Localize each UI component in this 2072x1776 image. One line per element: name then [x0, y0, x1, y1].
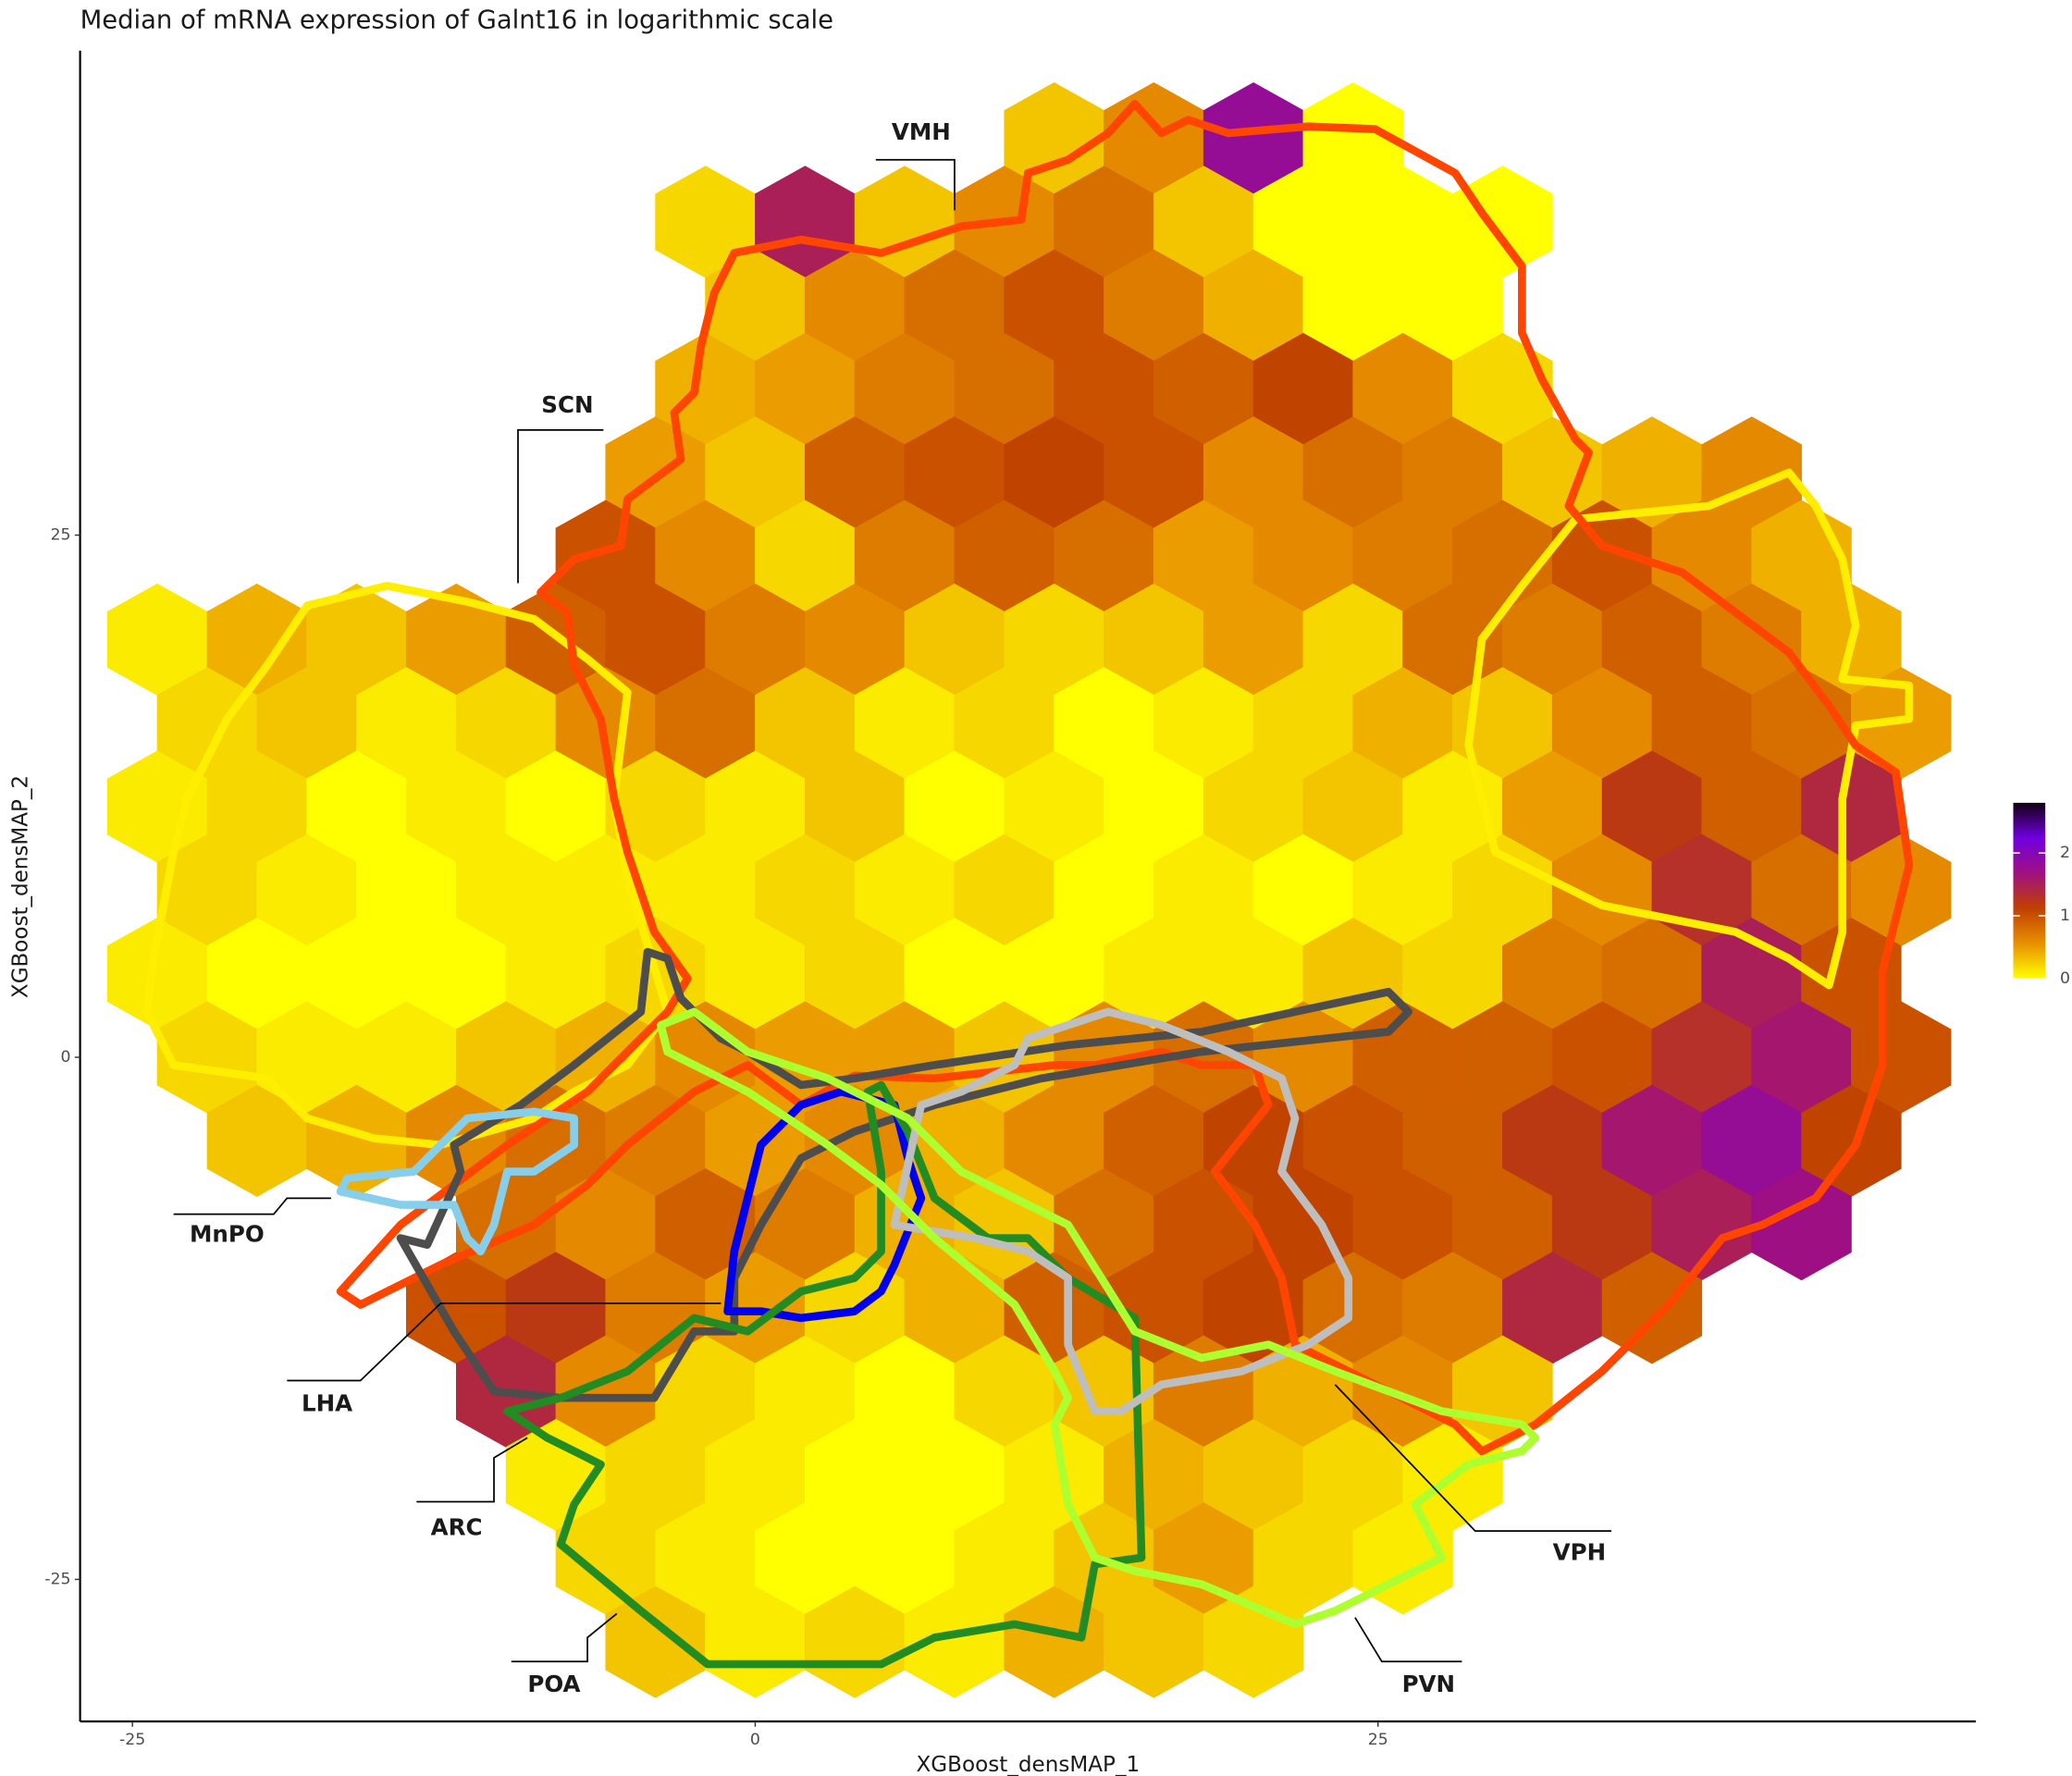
leader-line — [287, 1302, 722, 1382]
leader-line — [416, 1437, 528, 1503]
region-label: LHA — [302, 1389, 352, 1416]
colorbar-tick-label: 1 — [2060, 906, 2070, 925]
hexbin-cell — [1751, 1167, 1852, 1281]
outline-vmh — [336, 99, 1914, 1456]
leader-line — [173, 1197, 331, 1215]
outline-vph — [890, 1007, 1353, 1415]
leader-line — [517, 429, 604, 584]
leader-line — [511, 1612, 618, 1663]
colorbar-tick-label: 0 — [2060, 969, 2070, 988]
y-axis-title: XGBoost_densMAP_2 — [9, 775, 33, 998]
region-label: VPH — [1553, 1539, 1607, 1566]
leader-line — [1354, 1617, 1462, 1663]
leader-line — [1334, 1384, 1612, 1533]
outline-lha — [396, 947, 1413, 1402]
outline-right — [1464, 468, 1914, 990]
region-outlines — [142, 99, 1914, 1669]
outline-pvn — [657, 1007, 1540, 1629]
region-label: MnPO — [190, 1221, 265, 1248]
x-tick-label: -25 — [119, 1731, 145, 1749]
leader-line — [875, 158, 956, 211]
region-labels: VMH SCN MnPO LHA ARC POA VPH PVN — [173, 118, 1612, 1697]
hexbins — [106, 81, 1952, 1698]
outline-mnpo — [336, 1107, 578, 1256]
region-label: VMH — [892, 118, 951, 145]
colorbar-tick-label: 2 — [2060, 844, 2070, 862]
x-tick-label: 25 — [1368, 1731, 1388, 1749]
hexbin-cell — [1601, 1252, 1703, 1364]
colorbar — [2013, 802, 2046, 979]
region-label: SCN — [541, 391, 593, 418]
y-tick-label: -25 — [44, 1570, 70, 1588]
region-label: ARC — [431, 1513, 483, 1540]
chart-title: Median of mRNA expression of Galnt16 in … — [80, 6, 833, 35]
region-label: POA — [527, 1671, 580, 1697]
x-tick-label: 0 — [750, 1731, 760, 1749]
y-tick-label: 25 — [50, 526, 70, 545]
region-label: PVN — [1402, 1671, 1456, 1697]
outline-scn — [142, 581, 672, 1150]
x-axis-title: XGBoost_densMAP_1 — [916, 1753, 1140, 1776]
outline-poa — [503, 1080, 1146, 1669]
y-tick-label: 0 — [60, 1048, 70, 1067]
